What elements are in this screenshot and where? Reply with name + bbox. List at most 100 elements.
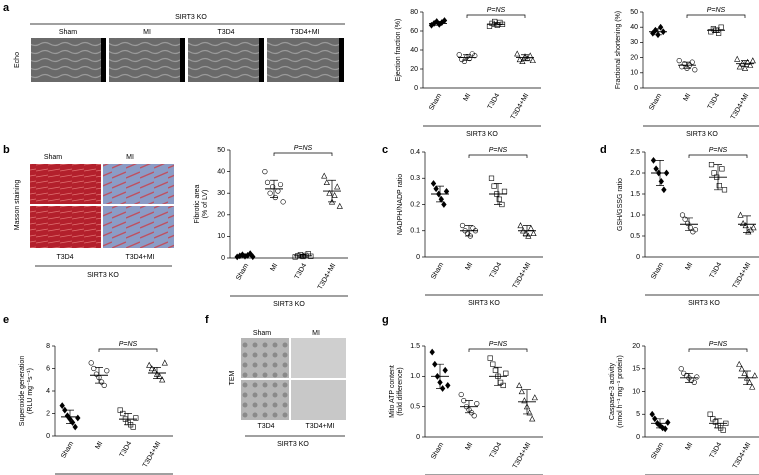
point [443, 187, 450, 195]
y-tick-label: 10 [217, 233, 225, 240]
point [694, 374, 700, 380]
y-axis-label: Ejection fraction (%) [395, 19, 402, 82]
error-bar [494, 366, 502, 386]
y-tick-label: 0 [221, 255, 225, 262]
point [501, 188, 508, 194]
y-tick-label: 30 [630, 39, 638, 46]
x-tick-label: T3D4 [119, 440, 134, 458]
point [130, 424, 136, 430]
point [524, 55, 531, 62]
point [334, 183, 341, 190]
group-label: SIRT3 KO [277, 441, 309, 448]
point [104, 368, 110, 374]
point [64, 412, 71, 420]
significance-bracket [466, 14, 526, 18]
point [117, 407, 123, 413]
significance-label: P=NS [707, 7, 726, 14]
point [750, 224, 757, 231]
y-axis-label: Fibrotic area [194, 184, 201, 223]
y-axis-label: NADPH/NADP ratio [397, 174, 404, 235]
y-tick-label: 1.5 [630, 191, 640, 198]
point [652, 415, 658, 423]
echo-images [31, 38, 344, 82]
x-tick-label: T3D4 [487, 92, 502, 110]
point [326, 189, 333, 196]
point [720, 427, 726, 433]
point [650, 157, 657, 164]
point [433, 185, 439, 193]
error-bar [685, 372, 693, 383]
error-bar [494, 183, 502, 205]
image-label: T3D4 [217, 29, 234, 36]
y-tick-label: 20 [217, 212, 225, 219]
row-label: Echo [14, 52, 21, 68]
error-bar [66, 409, 74, 424]
point [516, 56, 523, 63]
error-bar [656, 418, 664, 429]
image-label: T3D4 [257, 423, 274, 430]
y-tick-label: 0.3 [410, 175, 420, 182]
point [471, 413, 477, 419]
point [470, 225, 476, 231]
point [737, 211, 744, 218]
x-tick-label: Sham [430, 441, 445, 460]
y-tick-label: 1.0 [630, 212, 640, 219]
point [679, 64, 685, 70]
point [492, 367, 499, 373]
point [321, 172, 328, 179]
x-tick-label: T3D4+MI [510, 92, 531, 121]
point [277, 181, 284, 188]
significance-bracket [686, 14, 746, 18]
y-tick-label: 20 [630, 54, 638, 61]
point [676, 58, 682, 64]
point [740, 220, 747, 226]
significance-bracket [688, 348, 748, 352]
error-bar [741, 60, 749, 68]
point [75, 414, 81, 422]
point [716, 183, 722, 189]
point [490, 361, 496, 367]
point [685, 220, 691, 226]
error-bar [124, 413, 132, 426]
point [292, 254, 298, 260]
point [62, 406, 68, 414]
x-tick-label: T3D4+MI [317, 262, 338, 291]
x-tick-label: Sham [648, 92, 663, 111]
error-bar [434, 21, 442, 26]
y-tick-label: 60 [410, 28, 418, 35]
point [72, 423, 78, 431]
panel-letter: b [3, 144, 10, 156]
image-label: Sham [59, 29, 77, 36]
point [653, 165, 659, 173]
x-tick-label: Sham [650, 441, 665, 460]
point [519, 58, 526, 64]
group-label: SIRT3 KO [175, 14, 207, 21]
point [323, 179, 330, 185]
y-tick-label: 10 [632, 388, 640, 395]
y-tick-label: 30 [217, 190, 225, 197]
point [661, 186, 667, 194]
panel-letter: f [205, 314, 209, 326]
point [711, 170, 717, 176]
x-tick-label: Sham [60, 440, 75, 459]
point [749, 383, 756, 390]
error-bar [153, 367, 161, 379]
point [432, 360, 438, 368]
point [747, 226, 754, 233]
point [441, 201, 447, 208]
y-tick-label: 0.1 [410, 228, 420, 235]
x-tick-label: T3D4+MI [732, 261, 753, 290]
x-tick-label: Sham [430, 261, 445, 280]
y-tick-label: 80 [410, 9, 418, 16]
x-tick-label: MI [94, 440, 104, 450]
x-tick-label: T3D4 [489, 441, 504, 459]
point [527, 224, 534, 231]
y-tick-label: 10 [630, 70, 638, 77]
x-tick-label: MI [682, 92, 692, 102]
x-tick-label: MI [684, 441, 694, 451]
x-tick-label: T3D4+MI [732, 441, 753, 470]
y-tick-label: 0.5 [410, 404, 420, 411]
error-bar [521, 54, 529, 61]
point [496, 196, 502, 202]
